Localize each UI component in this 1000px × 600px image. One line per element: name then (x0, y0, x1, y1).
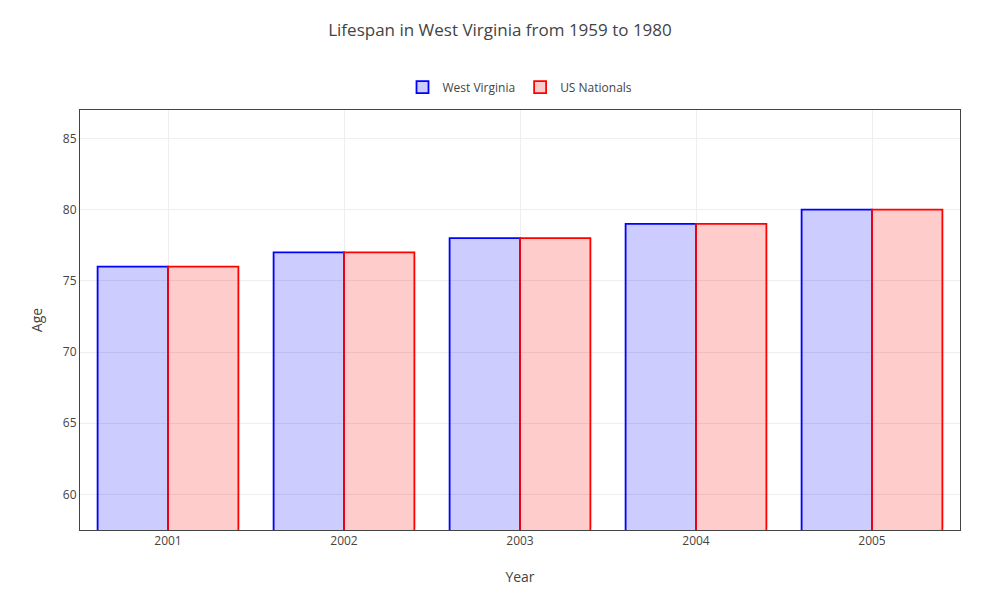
svg-text:2004: 2004 (682, 532, 710, 549)
svg-text:2002: 2002 (330, 532, 358, 549)
svg-text:75: 75 (63, 272, 77, 289)
svg-text:Year: Year (505, 567, 534, 586)
svg-text:65: 65 (63, 414, 77, 431)
svg-text:2001: 2001 (154, 532, 181, 549)
svg-text:West Virginia: West Virginia (443, 79, 516, 96)
svg-text:Age: Age (27, 308, 46, 332)
svg-text:2003: 2003 (506, 532, 534, 549)
svg-text:US Nationals: US Nationals (560, 79, 632, 96)
svg-text:Lifespan in West Virginia from: Lifespan in West Virginia from 1959 to 1… (328, 18, 672, 41)
svg-text:60: 60 (63, 486, 77, 503)
svg-text:80: 80 (63, 201, 77, 218)
svg-text:70: 70 (63, 343, 77, 360)
svg-text:2005: 2005 (858, 532, 886, 549)
svg-text:85: 85 (63, 130, 77, 147)
